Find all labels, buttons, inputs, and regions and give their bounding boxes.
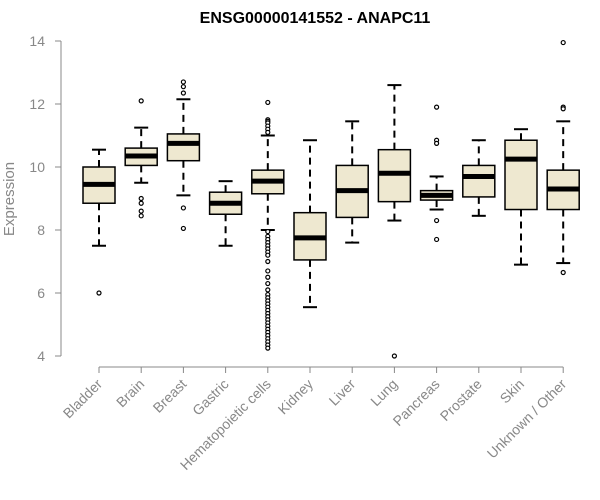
outlier-point <box>434 217 440 224</box>
x-tick-label: Breast <box>150 376 190 416</box>
outlier-point <box>138 208 144 214</box>
outlier-point <box>434 236 440 243</box>
outlier-point <box>434 104 440 110</box>
x-tick-label: Unknown / Other <box>484 376 570 462</box>
box-hematopoietic-cells <box>251 99 285 351</box>
outlier-point <box>265 228 271 235</box>
y-tick-label: 6 <box>37 285 45 301</box>
y-tick-label: 8 <box>37 222 45 238</box>
x-tick-label: Lung <box>367 376 400 409</box>
outlier-point <box>138 98 144 104</box>
outlier-point <box>265 268 271 274</box>
outlier-point <box>180 90 186 96</box>
outlier-point <box>391 353 397 359</box>
box-bladder <box>82 148 116 296</box>
y-tick-label: 12 <box>29 96 45 112</box>
box-lung <box>377 84 412 359</box>
box-pancreas <box>419 104 454 243</box>
chart-title: ENSG00000141552 - ANAPC11 <box>200 10 431 27</box>
box-breast <box>166 79 201 232</box>
outlier-point <box>180 225 186 232</box>
outlier-point <box>560 106 566 112</box>
outlier-point <box>138 213 144 219</box>
x-tick-label: Pancreas <box>390 376 443 429</box>
x-tick-label: Bladder <box>60 376 106 422</box>
box-iqr <box>166 133 201 162</box>
x-tick-label: Liver <box>326 376 359 409</box>
y-tick-label: 14 <box>29 33 45 49</box>
outlier-point <box>138 195 144 202</box>
outlier-point <box>434 140 440 146</box>
outlier-point <box>265 258 271 265</box>
box-gastric <box>208 180 243 247</box>
outlier-point <box>265 99 271 106</box>
box-liver <box>335 120 369 244</box>
outlier-point <box>265 287 271 293</box>
y-tick-label: 4 <box>37 348 45 364</box>
box-prostate <box>462 139 496 217</box>
x-tick-label: Kidney <box>275 376 317 418</box>
outlier-point <box>180 79 186 85</box>
box-unknown-other <box>546 39 580 276</box>
outlier-point <box>138 200 144 206</box>
outlier-point <box>96 290 102 296</box>
outlier-point <box>265 274 271 280</box>
outlier-point <box>265 252 271 258</box>
box-brain <box>124 98 158 219</box>
box-iqr <box>462 164 496 198</box>
outlier-point <box>560 39 566 46</box>
x-tick-label: Brain <box>113 376 147 410</box>
y-axis-label: Expression <box>1 162 18 236</box>
box-kidney <box>293 139 327 309</box>
x-tick-label: Skin <box>497 376 528 407</box>
outlier-point <box>265 280 271 287</box>
y-axis: 4 6 8 10 12 14 <box>29 33 62 364</box>
outlier-point <box>265 129 271 135</box>
x-tick-label: Prostate <box>437 376 485 424</box>
box-iqr <box>504 139 538 211</box>
outlier-point <box>265 345 271 351</box>
y-tick-label: 10 <box>29 159 45 175</box>
boxes-group <box>82 39 580 359</box>
outlier-point <box>180 84 186 90</box>
outlier-point <box>180 205 186 211</box>
outlier-point <box>560 269 566 276</box>
box-skin <box>504 128 538 266</box>
